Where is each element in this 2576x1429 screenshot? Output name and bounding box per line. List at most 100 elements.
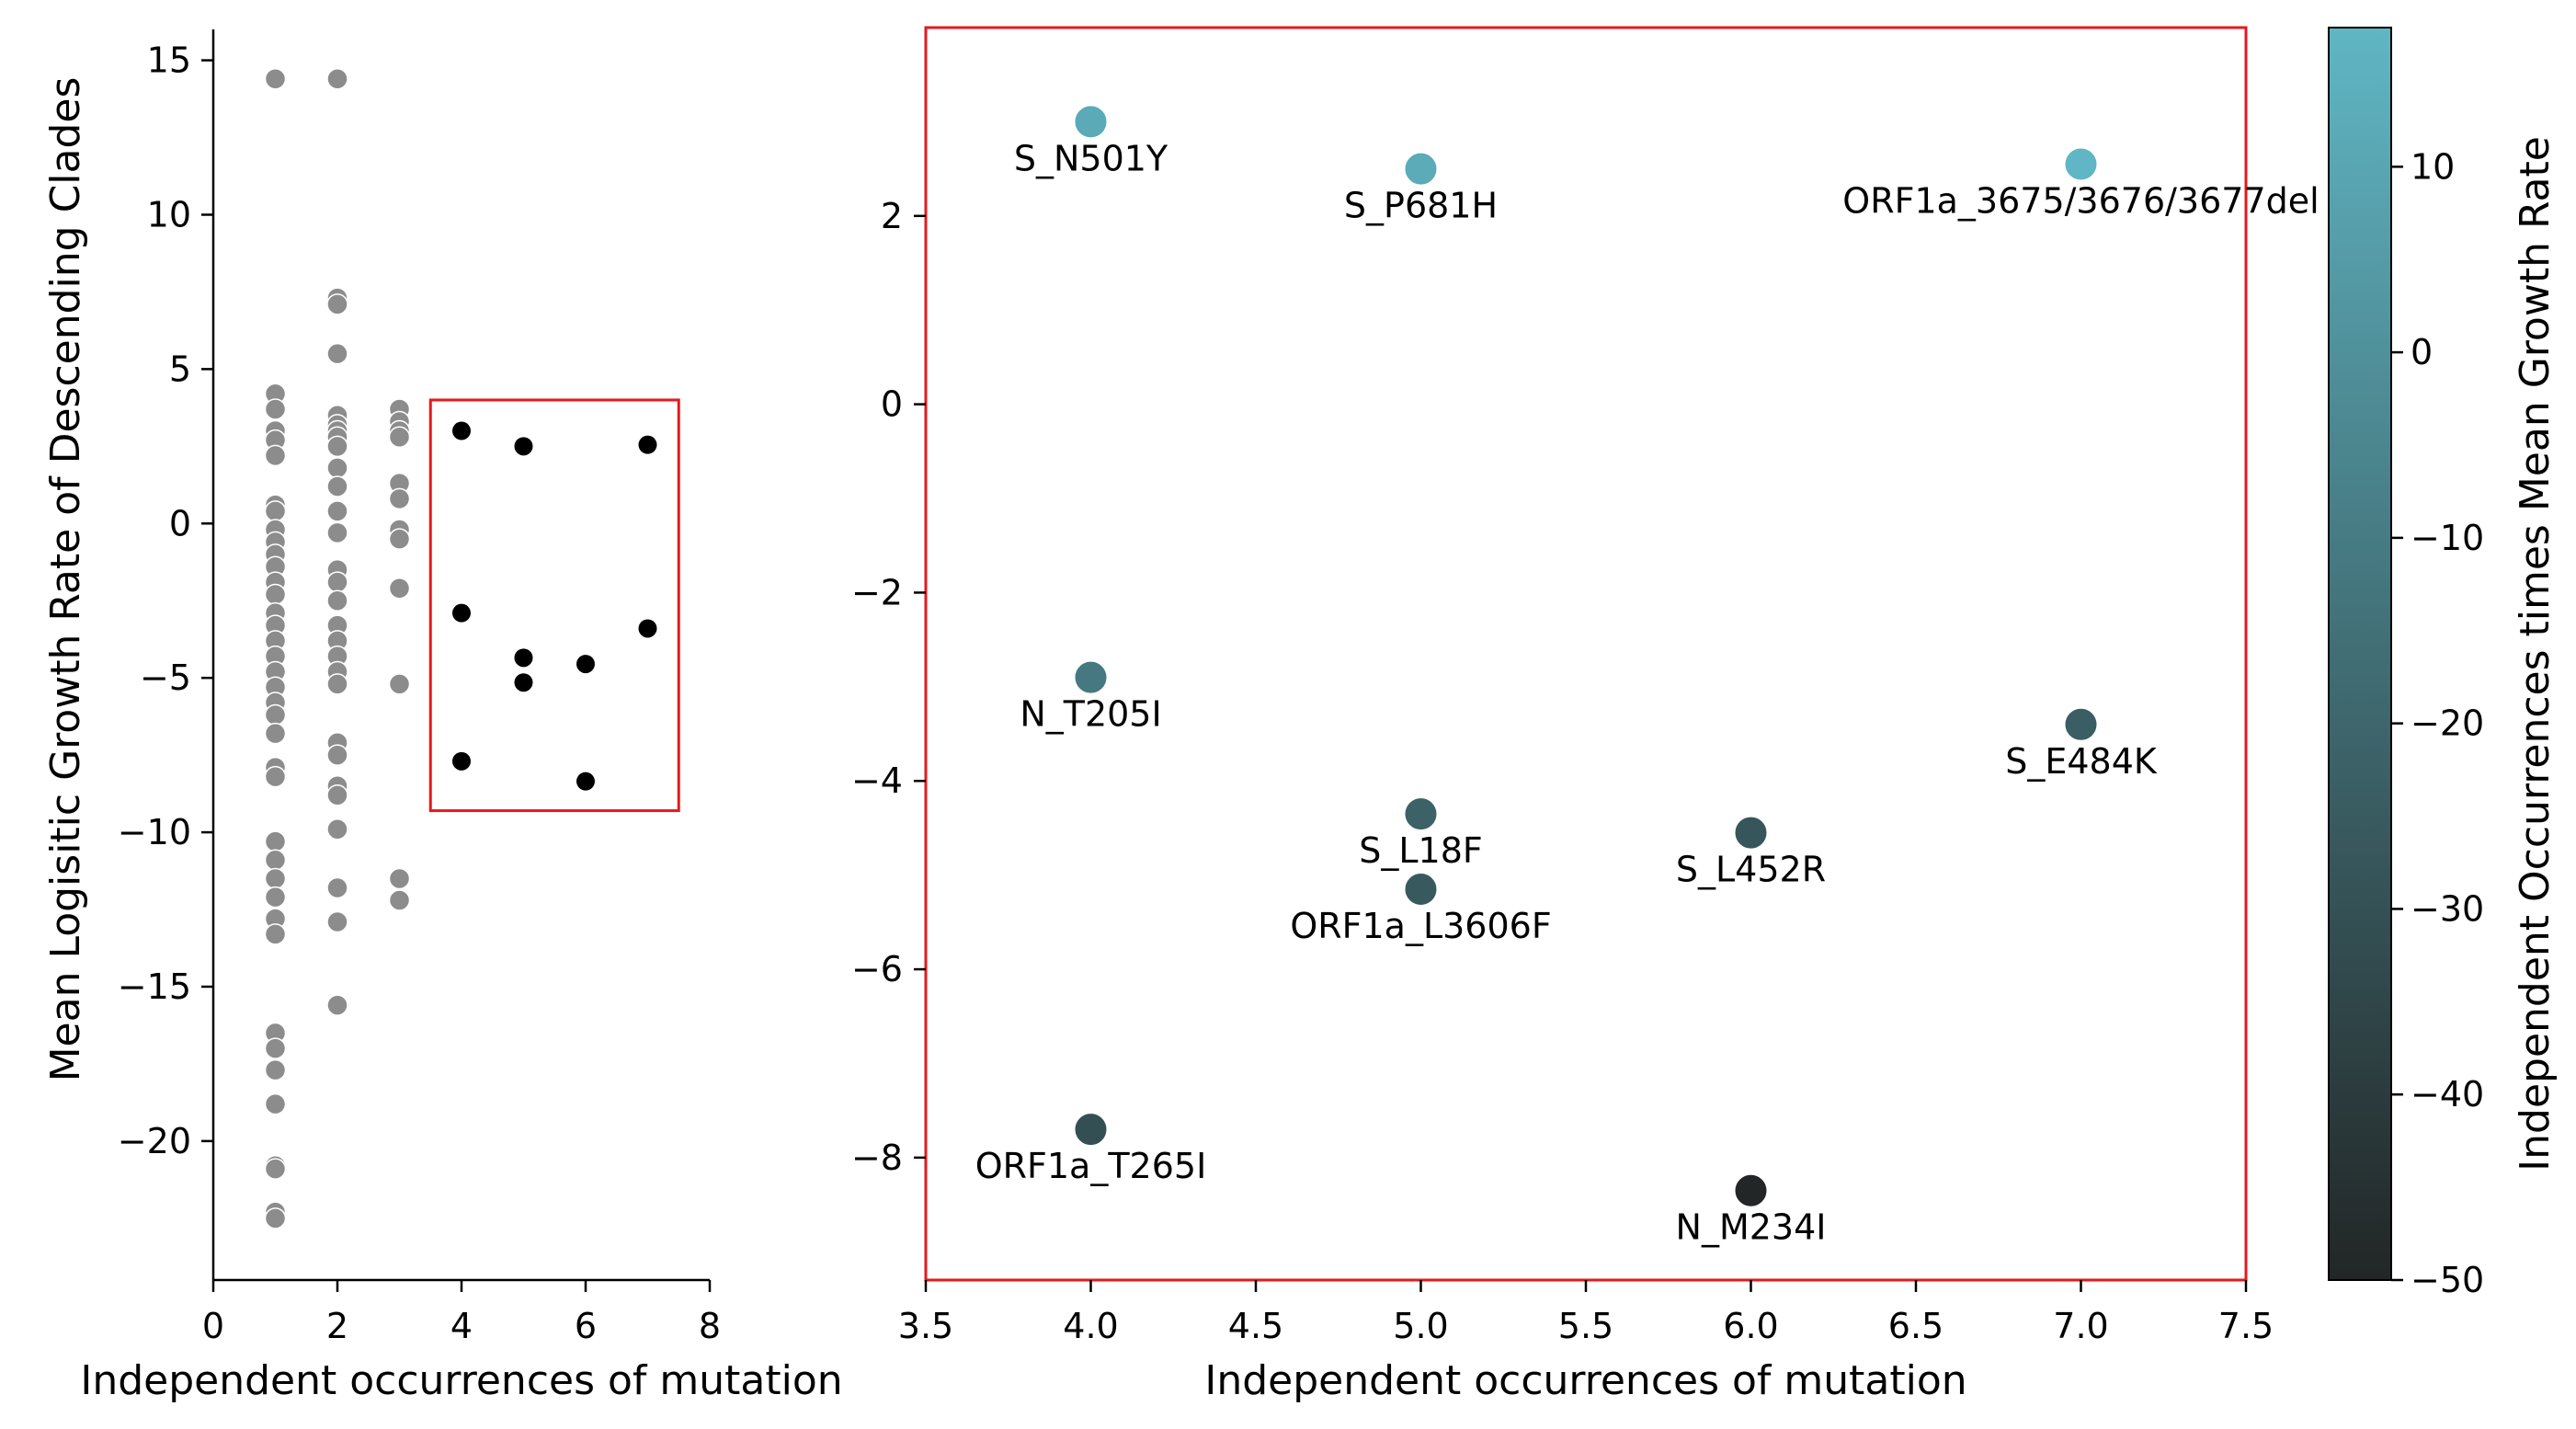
data-point [326,571,348,593]
mutation-label: S_P681H [1344,186,1498,226]
data-point [326,589,348,612]
data-point [326,673,348,695]
data-point [388,889,411,911]
y-tick-label: 10 [147,194,191,234]
data-point [388,867,411,890]
mutation-label: ORF1a_L3606F [1290,906,1551,946]
mutation-label: N_T205I [1020,694,1161,735]
y-tick-label: −4 [851,760,903,801]
mutation-point [1733,1172,1769,1208]
y-tick-label: −15 [118,966,191,1007]
highlighted-data-point [638,619,657,638]
mutation-point [1073,104,1109,140]
mutation-label: S_L452R [1676,850,1826,890]
x-tick-label: 4.0 [1063,1306,1118,1346]
data-point [326,876,348,899]
mutation-label: N_M234I [1676,1207,1827,1248]
data-point [264,867,287,890]
mutation-labels: S_N501Y S_P681H ORF1a_3675/3676/3677del N_T… [975,138,2320,1247]
y-tick-label: −20 [118,1121,191,1161]
mutation-label: ORF1a_T265I [975,1146,1207,1186]
data-point [264,923,287,945]
left-x-axis-label: Independent occurrences of mutation [80,1357,842,1404]
y-tick-label: −2 [851,572,903,612]
colorbar-tick-label: −30 [2411,888,2484,929]
mutation-point [1073,659,1109,695]
data-point [264,722,287,745]
mutation-point [2063,146,2099,182]
right-y-ticks: 2 0 −2 −4 −6 −8 [851,196,926,1178]
data-point [326,475,348,497]
data-point [264,1207,287,1229]
overview-scatter-panel: 0 2 4 6 8 15 10 5 0 −5 −10 −15 −20 Independent occu… [42,29,843,1404]
colorbar: 10 0 −10 −20 −30 −40 −50 Independent Occurrenc… [2328,27,2559,1300]
x-tick-label: 2 [326,1306,348,1346]
x-tick-label: 5.5 [1558,1306,1613,1346]
mutation-point [1403,151,1439,187]
data-point [388,673,411,695]
data-point [264,1158,287,1180]
colorbar-tick-label: −10 [2411,518,2484,558]
highlighted-data-point [514,648,533,668]
mutation-point [1403,872,1439,908]
y-tick-label: 0 [169,503,191,543]
left-y-axis-label: Mean Logisitic Growth Rate of Descending… [42,77,89,1082]
colorbar-label: Independent Occurrences times Mean Growt… [2512,136,2559,1172]
x-tick-label: 5.0 [1393,1306,1448,1346]
mutation-point [1073,1112,1109,1148]
y-tick-label: 2 [881,196,903,236]
data-point [264,444,287,467]
colorbar-gradient [2328,27,2392,1281]
highlighted-data-point [514,673,533,692]
data-point [326,500,348,522]
data-point [264,886,287,909]
y-tick-label: 5 [169,349,191,389]
highlighted-data-point [638,435,657,454]
data-point [264,765,287,788]
highlighted-data-point [452,421,471,440]
y-tick-label: 15 [147,40,191,81]
data-point [326,817,348,840]
right-x-axis-label: Independent occurrences of mutation [1204,1357,1966,1404]
data-point [326,457,348,479]
colorbar-tick-label: 10 [2411,146,2455,187]
data-point [264,1058,287,1081]
data-point [326,342,348,365]
mutation-point [2063,706,2099,742]
colorbar-tick-label: −40 [2411,1074,2484,1115]
colorbar-ticks: 10 0 −10 −20 −30 −40 −50 [2391,146,2484,1300]
data-point [326,521,348,544]
data-point [326,910,348,933]
data-point [388,577,411,600]
zoomed-points [1073,104,2099,1208]
mutation-label: S_N501Y [1014,138,1168,178]
data-point [264,1092,287,1115]
x-tick-label: 4 [450,1306,473,1346]
highlighted-data-point [452,751,471,771]
data-point [264,830,287,852]
colorbar-tick-label: −20 [2411,703,2484,744]
data-point [264,1037,287,1059]
data-point [264,500,287,522]
mutation-label: S_E484K [2005,741,2158,782]
right-x-ticks: 3.5 4.0 4.5 5.0 5.5 6.0 6.5 7.0 7.5 [898,1280,2274,1346]
y-tick-label: −5 [140,657,191,698]
data-point [264,849,287,872]
y-tick-label: −10 [118,812,191,852]
y-tick-label: −6 [851,949,903,989]
overview-points [264,67,657,1229]
colorbar-tick-label: −50 [2411,1260,2484,1300]
left-y-ticks: 15 10 5 0 −5 −10 −15 −20 [118,40,213,1161]
data-point [264,703,287,726]
data-point [264,583,287,606]
x-tick-label: 3.5 [898,1306,953,1346]
left-x-ticks: 0 2 4 6 8 [202,1280,721,1346]
data-point [326,67,348,90]
x-tick-label: 4.5 [1228,1306,1283,1346]
y-tick-label: −8 [851,1137,903,1178]
zoom-highlight-box [428,398,680,813]
x-tick-label: 6.0 [1723,1306,1778,1346]
data-point [326,994,348,1016]
x-tick-label: 0 [202,1306,224,1346]
